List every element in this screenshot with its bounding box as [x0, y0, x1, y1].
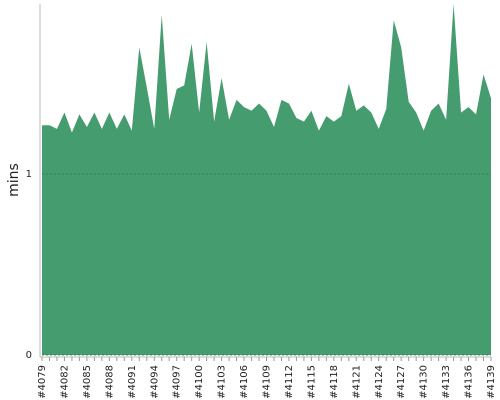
- x-tick-label: #4127: [396, 365, 407, 399]
- x-tick-label: #4133: [441, 365, 452, 399]
- x-tick-label: #4130: [419, 365, 430, 399]
- x-tick-label: #4109: [262, 365, 273, 399]
- x-tick-label: #4121: [351, 365, 362, 399]
- x-tick-label: #4097: [172, 365, 183, 399]
- x-tick-label: #4136: [464, 365, 475, 399]
- x-tick-label: #4088: [104, 365, 115, 399]
- y-tick-label: 0: [26, 350, 32, 361]
- x-tick-label: #4115: [306, 365, 317, 399]
- x-tick-label: #4139: [486, 365, 497, 399]
- x-tick-label: #4100: [194, 365, 205, 399]
- x-tick-label: #4085: [82, 365, 93, 399]
- x-tick-label: #4106: [239, 365, 250, 399]
- x-tick-label: #4103: [217, 365, 228, 399]
- x-tick-label: #4112: [284, 365, 295, 399]
- x-tick-label: #4091: [127, 365, 138, 399]
- y-tick-label: 1: [26, 169, 32, 180]
- y-axis-label: mins: [6, 163, 22, 197]
- x-tick-label: #4079: [37, 365, 48, 399]
- x-tick-label: #4118: [329, 365, 340, 399]
- x-tick-label: #4082: [59, 365, 70, 399]
- area: [42, 4, 491, 355]
- x-tick-label: #4094: [149, 365, 160, 399]
- x-tick-label: #4124: [374, 365, 385, 399]
